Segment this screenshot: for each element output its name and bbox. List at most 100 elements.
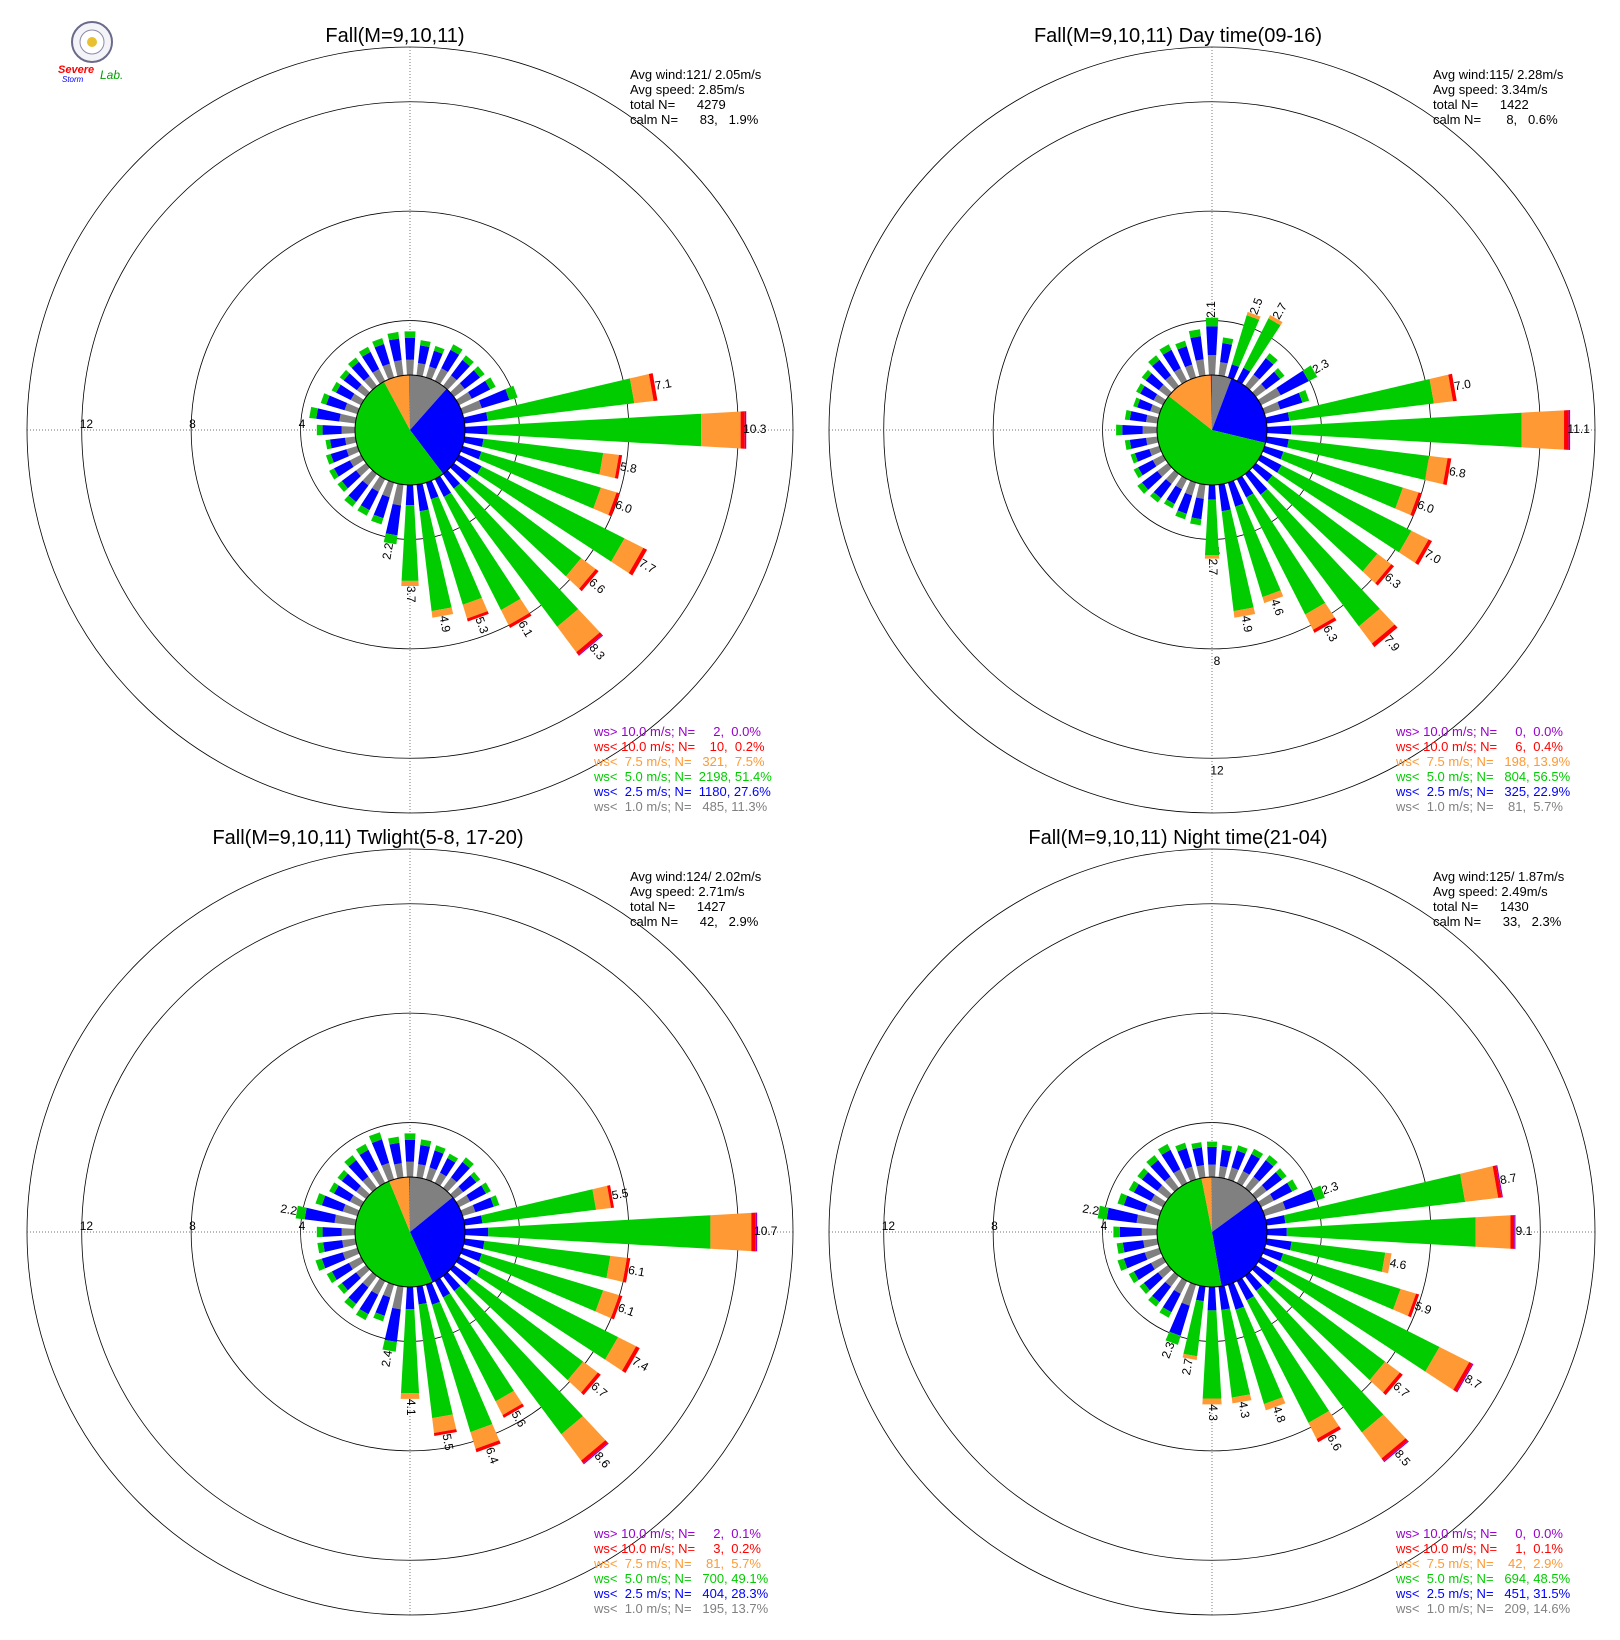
- sector-value-label: 6.4: [483, 1445, 502, 1466]
- sector-bar-180-blue: [1207, 1286, 1217, 1311]
- sector-bar-160-green: [430, 496, 482, 605]
- sector-bar-70-blue: [472, 1197, 494, 1213]
- sector-bar-330-gray: [1174, 368, 1188, 384]
- sector-bar-80-orange: [1460, 1166, 1499, 1202]
- sector-bar-130-red: [581, 1372, 601, 1396]
- sector-bar-290-blue: [326, 395, 348, 411]
- sector-bar-150-green: [443, 492, 521, 611]
- sector-bar-290-blue: [321, 1195, 346, 1212]
- legend-entry: ws< 5.0 m/s; N= 700, 49.1%: [593, 1571, 769, 1586]
- sector-bar-310-blue: [343, 373, 362, 391]
- sector-bar-110-green: [1280, 1253, 1401, 1310]
- sector-bar-350-blue: [1190, 336, 1204, 361]
- sector-bar-120-red: [628, 547, 648, 576]
- sector-bar-40-blue: [450, 1161, 470, 1183]
- sector-bar-350-gray: [1196, 1165, 1206, 1179]
- sector-bar-320-green: [348, 357, 359, 368]
- sector-bar-20-green: [1236, 1145, 1248, 1154]
- sector-bar-340-gray: [381, 1162, 395, 1182]
- ring-label: 12: [1210, 763, 1224, 777]
- sector-bar-110-green: [478, 451, 601, 509]
- sector-bar-260-green: [1124, 439, 1132, 451]
- pie-slice-gray: [410, 375, 447, 430]
- sector-bar-280-gray: [1136, 1214, 1159, 1226]
- sector-bar-10-green: [1221, 1144, 1233, 1152]
- sector-bar-30-blue: [1242, 1153, 1260, 1175]
- sector-bar-130-green: [466, 1278, 584, 1381]
- panel-title: Fall(M=9,10,11): [325, 25, 464, 47]
- sector-bar-300-green: [1128, 1180, 1139, 1193]
- sector-bar-90-blue: [1266, 425, 1292, 435]
- sector-bar-50-green: [470, 1171, 481, 1183]
- sector-bar-280-gray: [334, 1214, 357, 1226]
- pie-outline: [1156, 1176, 1268, 1288]
- sector-bar-160-orange: [1262, 590, 1284, 604]
- sector-bar-200-gray: [382, 480, 395, 498]
- sector-bar-350-green: [388, 1136, 400, 1145]
- sector-bar-150-orange: [1308, 1410, 1340, 1440]
- sector-bar-180-green: [401, 505, 419, 581]
- stats-line: Avg wind:121/ 2.05m/s: [630, 67, 762, 82]
- sector-bar-260-blue: [1129, 437, 1148, 449]
- sector-bar-110-blue: [460, 445, 482, 460]
- sector-bar-300-gray: [1150, 1194, 1166, 1208]
- sector-bar-240-blue: [1133, 1262, 1155, 1280]
- stats-line: total N= 1427: [630, 899, 726, 914]
- sector-bar-110-red: [610, 1295, 623, 1320]
- ring-label: 12: [80, 1219, 94, 1233]
- sector-bar-340-gray: [1185, 1166, 1197, 1182]
- sector-bar-150-red: [1316, 1426, 1341, 1443]
- severe-storm-lab-logo: Severe Storm Lab.: [58, 21, 123, 84]
- sector-bar-340-gray: [382, 363, 395, 380]
- pie-slice-blue: [1212, 1199, 1267, 1287]
- stats-line: Avg wind:124/ 2.02m/s: [630, 869, 762, 884]
- sector-value-label: 2.1: [1204, 301, 1218, 318]
- pie-slice-gray: [1212, 375, 1232, 430]
- sector-bar-170-orange: [431, 607, 454, 618]
- legend-entry: ws< 7.5 m/s; N= 81, 5.7%: [593, 1556, 761, 1571]
- sector-bar-40-blue: [1253, 358, 1274, 380]
- sector-bar-60-gray: [456, 1195, 471, 1208]
- sector-value-label: 4.9: [437, 614, 454, 633]
- sector-bar-140-red: [1381, 1438, 1409, 1462]
- sector-bar-100-orange: [606, 1255, 628, 1282]
- sector-bar-230-green: [337, 1283, 348, 1294]
- sector-bar-140-orange: [561, 1416, 606, 1461]
- sector-bar-0-blue: [1206, 326, 1218, 356]
- sector-bar-200-green: [1165, 1331, 1181, 1345]
- sector-bar-90-purple: [1568, 409, 1571, 451]
- sector-bar-130-blue: [450, 462, 472, 483]
- sector-bar-110-red: [1407, 1293, 1420, 1318]
- sector-bar-160-green: [431, 1301, 493, 1433]
- stats-line: calm N= 8, 0.6%: [1433, 112, 1558, 127]
- sector-bar-330-gray: [372, 368, 386, 384]
- sector-value-label: 2.3: [1320, 1179, 1341, 1198]
- sector-bar-270-blue: [322, 1227, 342, 1237]
- ring-label: 8: [189, 417, 196, 431]
- sector-bar-170-green: [1221, 509, 1254, 612]
- sector-bar-190-blue: [1191, 497, 1204, 520]
- sector-bar-10-green: [1222, 337, 1234, 345]
- sector-bar-180-green: [1205, 499, 1219, 555]
- sector-bar-320-green: [1148, 355, 1160, 367]
- sector-bar-70-gray: [1262, 401, 1281, 415]
- sector-bar-210-blue: [1162, 1290, 1181, 1313]
- sector-bar-260-blue: [323, 1240, 344, 1252]
- sector-bar-330-green: [1159, 344, 1172, 355]
- sector-bar-40-green: [462, 1157, 474, 1169]
- sector-bar-200-gray: [383, 1282, 395, 1298]
- sector-bar-230-gray: [355, 1264, 370, 1279]
- logo-text-severe: Severe: [58, 64, 94, 76]
- pie-slice-blue: [1212, 378, 1267, 443]
- sector-bar-330-blue: [362, 351, 380, 373]
- sector-bar-140-orange: [1361, 1414, 1406, 1459]
- sector-bar-110-orange: [593, 487, 617, 516]
- sector-bar-260-gray: [344, 436, 357, 445]
- sector-bar-40-gray: [1244, 374, 1260, 390]
- sector-bar-240-blue: [331, 1262, 353, 1280]
- sector-bar-170-blue: [416, 483, 429, 512]
- stats-line: total N= 1430: [1433, 899, 1529, 914]
- sector-bar-180-orange: [401, 580, 419, 586]
- sector-value-label: 2.2: [379, 541, 396, 560]
- sector-bar-80-red: [1492, 1165, 1502, 1198]
